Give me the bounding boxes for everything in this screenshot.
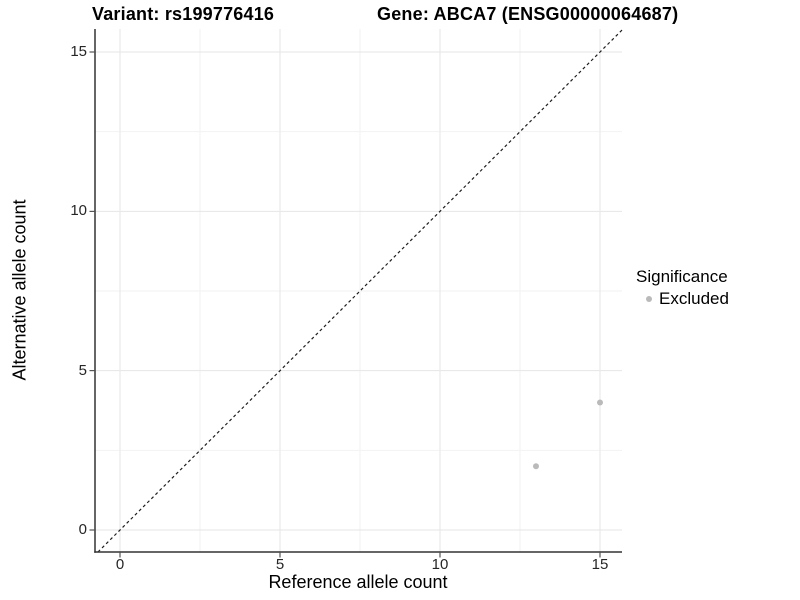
x-tick-label: 15 [591,556,609,573]
y-tick-label: 0 [78,521,87,538]
y-tick-label: 5 [78,361,87,379]
excluded-point-icon [646,295,652,302]
legend-title: Significance [636,267,728,286]
x-axis-label: Reference allele count [268,572,448,592]
x-tick-label: 5 [275,556,285,573]
gene-title: Gene: ABCA7 (ENSG00000064687) [377,4,679,24]
y-axis-label: Alternative allele count [9,199,30,381]
x-tick-label: 0 [115,556,125,573]
variant-title: Variant: rs199776416 [92,4,275,24]
legend-item-label: Excluded [659,288,729,308]
legend: Significance Excluded [636,266,729,309]
x-tick-label: 10 [431,556,449,573]
legend-item-excluded: Excluded [636,288,729,309]
data-point [533,463,539,470]
y-tick-label: 15 [70,43,87,60]
data-point [597,399,603,406]
y-tick-label: 10 [70,202,87,220]
identity-dashed-line [97,29,623,553]
